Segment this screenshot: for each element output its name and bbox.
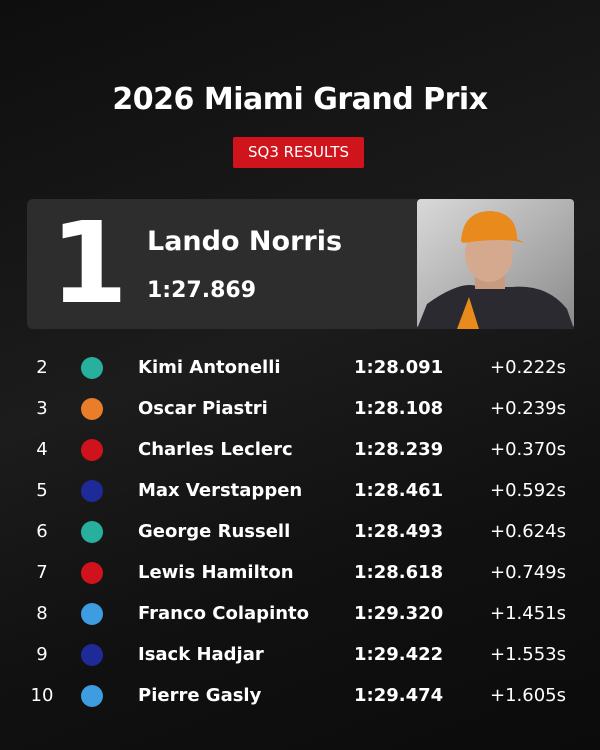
lap-time: 1:29.474	[354, 685, 444, 706]
gap: +0.370s	[490, 439, 566, 460]
driver-photo	[417, 199, 574, 329]
team-dot	[81, 685, 103, 707]
position: 5	[36, 480, 48, 501]
driver-name: George Russell	[138, 521, 291, 542]
position: 10	[30, 685, 54, 706]
lap-time: 1:29.320	[354, 603, 444, 624]
gap: +0.592s	[490, 480, 566, 501]
winner-position: 1	[50, 199, 128, 329]
winner-name: Lando Norris	[147, 226, 343, 257]
driver-name: Max Verstappen	[138, 480, 303, 501]
team-dot	[81, 644, 103, 666]
gap: +0.222s	[490, 357, 566, 378]
lap-time: 1:28.108	[354, 398, 444, 419]
team-dot	[81, 562, 103, 584]
driver-name: Oscar Piastri	[138, 398, 268, 419]
position: 4	[36, 439, 48, 460]
team-dot	[81, 357, 103, 379]
gap: +0.239s	[490, 398, 566, 419]
lap-time: 1:28.461	[354, 480, 444, 501]
driver-name: Franco Colapinto	[138, 603, 310, 624]
lap-time: 1:28.493	[354, 521, 444, 542]
team-dot	[81, 480, 103, 502]
driver-name: Lewis Hamilton	[138, 562, 294, 583]
lap-time: 1:29.422	[354, 644, 444, 665]
driver-name: Kimi Antonelli	[138, 357, 281, 378]
lap-time: 1:28.091	[354, 357, 444, 378]
position: 3	[36, 398, 48, 419]
position: 7	[36, 562, 48, 583]
title: 2026 Miami Grand Prix	[112, 82, 488, 117]
team-dot	[81, 439, 103, 461]
position: 2	[36, 357, 48, 378]
team-dot	[81, 521, 103, 543]
gap: +1.451s	[490, 603, 566, 624]
team-dot	[81, 398, 103, 420]
gap: +0.749s	[490, 562, 566, 583]
position: 6	[36, 521, 48, 542]
lap-time: 1:28.618	[354, 562, 444, 583]
lap-time: 1:28.239	[354, 439, 444, 460]
winner-time: 1:27.869	[147, 278, 257, 303]
driver-name: Isack Hadjar	[138, 644, 264, 665]
badge: SQ3 RESULTS	[233, 137, 364, 168]
driver-name: Pierre Gasly	[138, 685, 262, 706]
gap: +1.605s	[490, 685, 566, 706]
team-dot	[81, 603, 103, 625]
gap: +0.624s	[490, 521, 566, 542]
position: 8	[36, 603, 48, 624]
gap: +1.553s	[490, 644, 566, 665]
driver-name: Charles Leclerc	[138, 439, 293, 460]
position: 9	[36, 644, 48, 665]
